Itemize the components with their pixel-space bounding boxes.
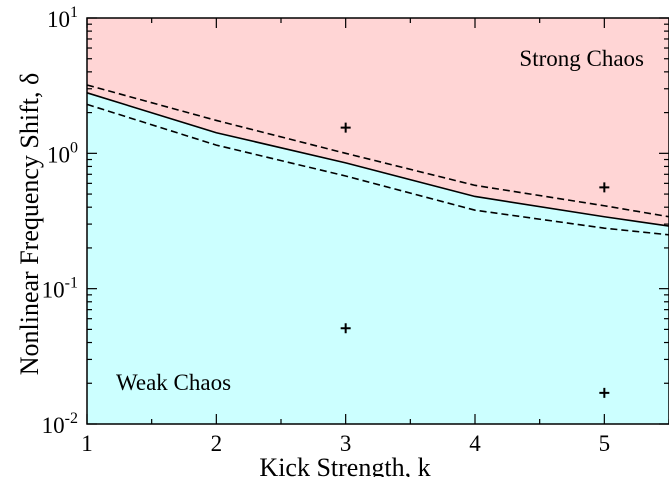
data-point bbox=[599, 182, 610, 193]
x-tick-label: 4 bbox=[469, 431, 481, 456]
chaos-regions bbox=[87, 18, 669, 424]
plot-frame bbox=[86, 17, 669, 425]
y-tick-exponent: 1 bbox=[70, 4, 78, 21]
y-tick-label: 101 bbox=[47, 4, 78, 32]
data-point bbox=[599, 387, 610, 398]
y-tick-label: 10-2 bbox=[42, 410, 78, 438]
x-axis-title: Kick Strength, k bbox=[259, 453, 430, 477]
strong-chaos-label: Strong Chaos bbox=[519, 46, 644, 71]
y-tick-exponent: -1 bbox=[65, 275, 78, 292]
x-tick-label: 5 bbox=[599, 431, 611, 456]
data-points bbox=[340, 122, 610, 398]
lower-dashed-bound bbox=[86, 103, 669, 236]
axis-ticks bbox=[86, 17, 669, 425]
y-tick-exponent: -2 bbox=[65, 410, 78, 427]
chaos-boundary-line bbox=[86, 92, 669, 227]
y-tick-label: 100 bbox=[47, 139, 78, 167]
y-axis-title: Nonlinear Frequency Shift, δ bbox=[15, 73, 44, 376]
strong-chaos-region bbox=[87, 18, 669, 227]
y-tick-exponent: 0 bbox=[70, 139, 78, 156]
weak-chaos-region bbox=[87, 92, 669, 424]
data-point bbox=[340, 122, 351, 133]
x-tick-label: 3 bbox=[340, 431, 352, 456]
y-tick-label: 10-1 bbox=[42, 275, 78, 303]
upper-dashed-bound bbox=[86, 84, 669, 218]
boundary-lines bbox=[86, 84, 669, 236]
weak-chaos-label: Weak Chaos bbox=[116, 370, 231, 395]
x-tick-label: 2 bbox=[211, 431, 223, 456]
x-tick-label: 1 bbox=[81, 431, 93, 456]
data-point bbox=[340, 323, 351, 334]
